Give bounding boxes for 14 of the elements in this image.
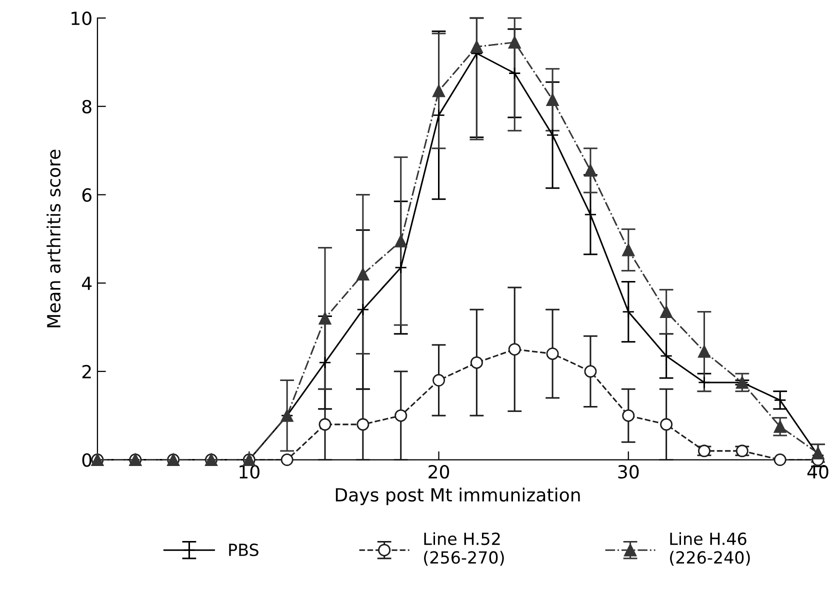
y-tick-label: 2 — [82, 364, 91, 378]
y-tick-label: 4 — [82, 276, 92, 290]
y-tick-label: 8 — [82, 100, 92, 114]
legend-label: PBS — [229, 544, 258, 556]
x-tick-label: 20 — [428, 464, 450, 479]
x-axis-title: Days post Mt immunization — [336, 488, 580, 506]
x-tick-label: 10 — [240, 464, 260, 479]
legend-label: Line H.52 (256-270) — [424, 532, 504, 566]
y-tick-label: 6 — [82, 188, 92, 202]
y-tick-label: 0 — [82, 453, 92, 467]
y-axis-title: Mean arthritis score — [46, 150, 61, 328]
legend-label: Line H.46 (226-240) — [670, 532, 750, 566]
x-tick-label: 30 — [618, 464, 639, 479]
y-tick-label: 10 — [72, 11, 92, 26]
